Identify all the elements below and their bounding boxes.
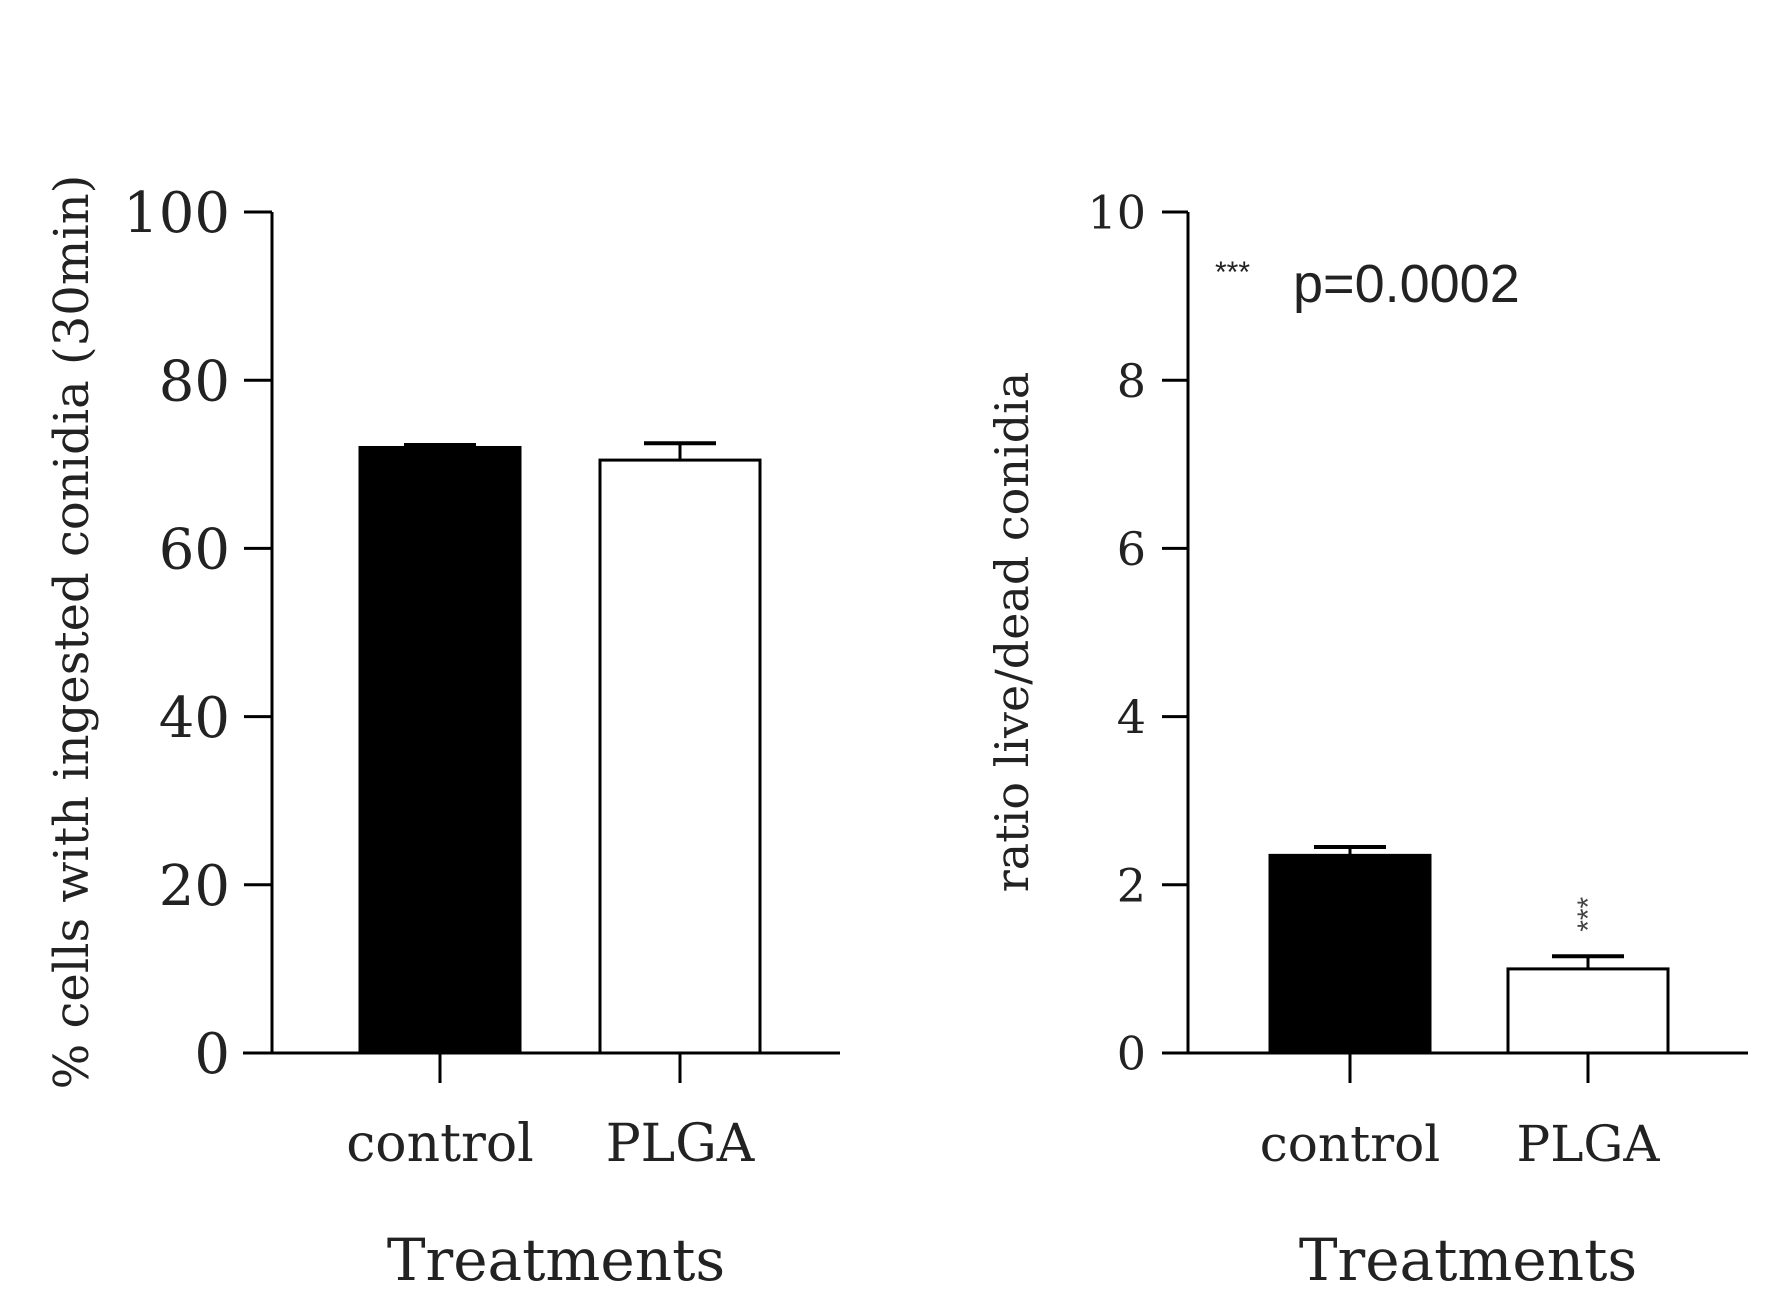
- left-y-axis-label: % cells with ingested conidia (30min): [44, 175, 100, 1090]
- left-y-tick-label: 100: [123, 181, 230, 246]
- left-x-ticks: control PLGA: [346, 1053, 756, 1174]
- right-y-tick-label: 4: [1117, 690, 1146, 744]
- left-bars: [358, 441, 762, 1055]
- right-y-tick-label: 10: [1087, 186, 1146, 240]
- right-y-tick-label: 8: [1117, 354, 1146, 408]
- right-x-tick-label: control: [1260, 1115, 1440, 1173]
- left-y-ticks: 0 20 40 60 80 100: [123, 181, 272, 1087]
- left-y-tick-label: 80: [159, 349, 230, 414]
- left-x-tick-label: PLGA: [606, 1114, 756, 1174]
- chart-right: 0 2 4 6 8 10 *** control PLGA ratio live/dead …: [985, 186, 1748, 1294]
- chart-left: 0 20 40 60 80 100 control PLGA % cells with in…: [44, 175, 840, 1294]
- right-x-axis-label: Treatments: [1299, 1226, 1637, 1294]
- right-x-tick-label: PLGA: [1517, 1115, 1661, 1173]
- right-y-tick-label: 0: [1117, 1027, 1146, 1081]
- right-y-ticks: 0 2 4 6 8 10: [1087, 186, 1188, 1081]
- right-y-tick-label: 2: [1117, 858, 1146, 912]
- right-significance-stars: ***: [1572, 896, 1605, 931]
- left-x-axis-label: Treatments: [387, 1226, 725, 1294]
- right-bars: ***: [1268, 844, 1670, 1055]
- right-x-ticks: control PLGA: [1260, 1053, 1661, 1173]
- left-y-tick-label: 0: [194, 1022, 230, 1087]
- left-y-tick-label: 40: [159, 686, 230, 751]
- right-y-axis-label: ratio live/dead conidia: [985, 372, 1039, 893]
- annotation-p-value: p=0.0002: [1293, 254, 1520, 314]
- right-y-tick-label: 6: [1117, 522, 1146, 576]
- left-y-tick-label: 60: [159, 518, 230, 583]
- left-bar-PLGA: [598, 458, 762, 1055]
- right-bar-control: [1268, 853, 1432, 1055]
- significance-annotation: *** p=0.0002: [1215, 254, 1520, 314]
- annotation-stars: ***: [1215, 256, 1250, 289]
- left-x-tick-label: control: [346, 1114, 534, 1174]
- left-bar-control: [358, 445, 522, 1055]
- right-bar-PLGA: [1506, 967, 1670, 1055]
- left-y-tick-label: 20: [159, 854, 230, 919]
